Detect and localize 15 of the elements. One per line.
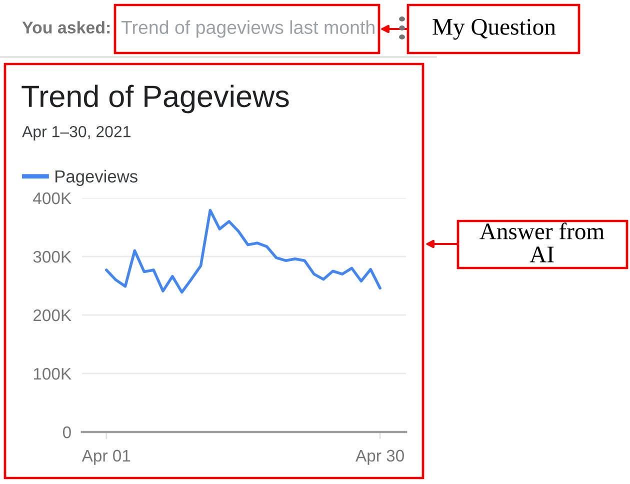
chart-title: Trend of Pageviews [22,84,289,114]
text: Answer from AI [480,222,604,262]
text: My Question [432,18,556,40]
text: Trend of pageviews last month [121,20,374,38]
x-tick-label: Apr 01 [82,450,130,465]
chart-subtitle: Apr 1–30, 2021 [22,126,130,140]
line-series [104,208,382,294]
y-tick-label: 300K [33,250,72,263]
y-tick-label: 0 [62,426,71,438]
y-tick-label: 200K [34,309,72,322]
y-tick-label: 400K [33,192,72,204]
text: You asked: [22,21,110,34]
x-tick-label: Apr 30 [356,450,404,465]
y-tick-label: 100K [34,368,72,380]
legend-label: Pageviews [56,170,138,186]
